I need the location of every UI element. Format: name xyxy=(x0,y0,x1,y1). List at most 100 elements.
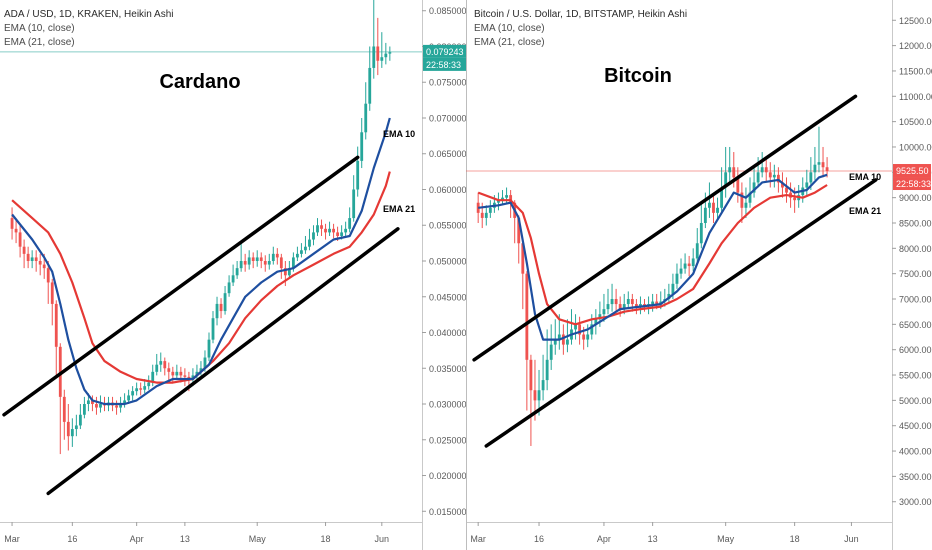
candle-down xyxy=(561,334,565,345)
candle-down xyxy=(687,263,691,267)
candle-up xyxy=(30,257,34,261)
y-tick-label: 5000.00 xyxy=(899,396,932,406)
price-tag-box xyxy=(893,164,931,178)
x-tick-label: Mar xyxy=(4,534,20,544)
candle-up xyxy=(720,187,724,208)
ema10-annotation: EMA 10 xyxy=(383,129,415,139)
candle-down xyxy=(525,273,529,360)
candle-down xyxy=(91,400,94,405)
candle-up xyxy=(159,361,163,365)
y-tick-label: 10500.00 xyxy=(899,117,932,127)
candle-down xyxy=(821,162,825,168)
candle-up xyxy=(207,339,211,358)
candle-up xyxy=(287,268,291,276)
y-tick-label: 6500.00 xyxy=(899,320,932,330)
candle-down xyxy=(736,177,740,193)
candle-up xyxy=(590,324,594,335)
candle-up xyxy=(316,225,319,233)
candle-up xyxy=(639,304,642,307)
candle-up xyxy=(87,400,90,405)
candle-down xyxy=(62,396,66,422)
candle-up xyxy=(752,182,756,193)
candle-up xyxy=(549,344,553,360)
y-tick-label: 3500.00 xyxy=(899,472,932,482)
candle-up xyxy=(602,309,606,315)
candle-down xyxy=(655,301,659,305)
y-tick-label: 0.025000 xyxy=(429,435,466,445)
candle-up xyxy=(501,197,504,201)
candle-up xyxy=(135,388,139,392)
candle-up xyxy=(566,339,569,345)
candle-up xyxy=(99,404,102,408)
candle-up xyxy=(679,268,683,274)
x-tick-label: 18 xyxy=(321,534,331,544)
y-tick-label: 0.030000 xyxy=(429,400,466,410)
candle-up xyxy=(699,222,703,244)
candle-up xyxy=(239,261,243,269)
candle-up xyxy=(728,167,732,173)
candle-up xyxy=(748,192,752,203)
candle-down xyxy=(476,202,480,213)
candle-down xyxy=(781,182,784,188)
candle-down xyxy=(163,361,167,369)
candle-down xyxy=(54,303,58,347)
y-tick-label: 4000.00 xyxy=(899,447,932,457)
btc-chart[interactable]: 3000.00 3500.00 4000.00 4500.00 5000.00 5500.… xyxy=(466,0,932,550)
candle-up xyxy=(312,232,315,240)
candle-up xyxy=(545,359,549,381)
candle-up xyxy=(384,53,388,58)
candle-down xyxy=(825,167,829,172)
candle-up xyxy=(70,429,74,437)
candle-up xyxy=(340,232,344,236)
ema10-line xyxy=(11,117,391,406)
y-tick-label: 5500.00 xyxy=(899,371,932,381)
price-tag-box xyxy=(423,44,466,58)
ada-chart[interactable]: 0.015000 0.020000 0.025000 0.030000 0.035000… xyxy=(0,0,466,550)
candle-down xyxy=(183,375,187,377)
candle-up xyxy=(622,304,626,310)
price-tag-text: 9525.50 xyxy=(896,166,929,176)
candle-up xyxy=(813,164,817,173)
y-tick-label: 0.015000 xyxy=(429,507,466,517)
candle-down xyxy=(768,172,772,178)
candle-up xyxy=(368,67,372,104)
candle-up xyxy=(553,339,557,345)
candle-up xyxy=(143,386,147,390)
x-tick-label: 13 xyxy=(180,534,190,544)
candle-down xyxy=(634,304,638,307)
ema21-line xyxy=(477,184,828,326)
ada-ema21-legend: EMA (21, close) xyxy=(4,37,75,48)
candle-down xyxy=(42,264,46,269)
ada-ema10-legend: EMA (10, close) xyxy=(4,23,75,34)
candle-up xyxy=(651,301,655,305)
countdown-tag-box xyxy=(893,177,931,191)
candle-up xyxy=(537,390,541,401)
candle-down xyxy=(22,246,26,254)
candle-up xyxy=(127,395,131,401)
y-tick-label: 4500.00 xyxy=(899,421,932,431)
x-tick-label: Apr xyxy=(130,534,144,544)
candle-up xyxy=(598,314,602,320)
ema10-line xyxy=(478,173,828,341)
candle-down xyxy=(139,388,143,390)
y-tick-label: 0.075000 xyxy=(429,78,466,88)
candle-down xyxy=(251,257,255,261)
candle-up xyxy=(352,189,356,219)
y-tick-label: 0.060000 xyxy=(429,185,466,195)
y-tick-label: 12500.00 xyxy=(899,16,932,26)
btc-ema21-legend: EMA (21, close) xyxy=(474,37,545,48)
candle-down xyxy=(275,253,279,258)
chart-background xyxy=(466,0,932,550)
candle-down xyxy=(509,195,513,203)
candle-up xyxy=(271,253,275,261)
y-tick-label: 0.085000 xyxy=(429,6,466,16)
candle-up xyxy=(227,282,231,294)
candle-up xyxy=(235,268,239,276)
candle-up xyxy=(360,132,364,161)
countdown-tag-text: 22:58:33 xyxy=(896,179,931,189)
ema21-annotation: EMA 21 xyxy=(383,204,415,214)
ada-legend: ADA / USD, 1D, KRAKEN, Heikin Ashi EMA (… xyxy=(4,8,174,50)
candle-down xyxy=(582,334,586,340)
price-tag-text: 0.079243 xyxy=(426,47,464,57)
btc-title: Bitcoin / U.S. Dollar, 1D, BITSTAMP, Hei… xyxy=(474,9,688,20)
